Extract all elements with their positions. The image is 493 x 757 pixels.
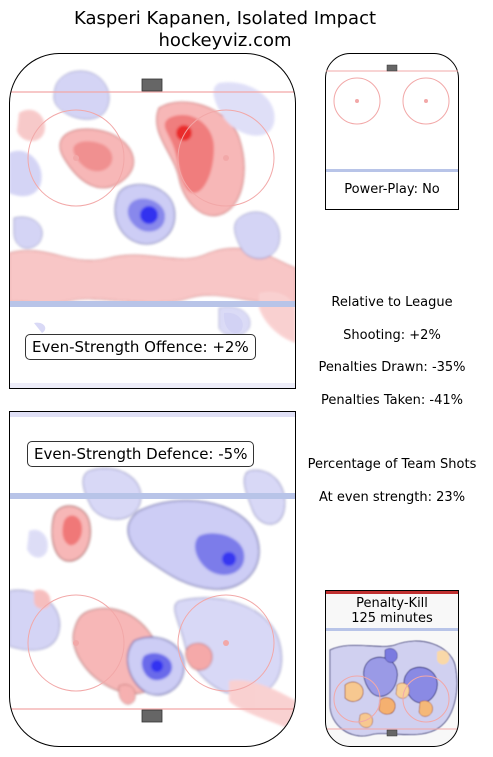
offence-faceoff-circle-left [27, 109, 125, 207]
pk-positive-blob [378, 697, 396, 715]
offence-blue-line [9, 301, 296, 307]
offence-negative-peak [140, 206, 158, 224]
offence-positive-blob [73, 141, 113, 172]
defence-blue-line [9, 493, 296, 499]
defence-positive-blob [62, 515, 83, 546]
penaltykill-line-1: Penalty-Kill [356, 596, 428, 611]
defence-positive-blob [118, 684, 136, 705]
offence-faceoff-circle-right [177, 109, 275, 207]
offence-negative-blob [213, 82, 275, 136]
defence-positive-blob [185, 642, 213, 671]
title-line-2: hockeyviz.com [158, 30, 292, 51]
defence-faceoff-circle-right [177, 594, 275, 692]
defence-label: Even-Strength Defence: -5% [27, 441, 255, 467]
defence-positive-blob [34, 589, 51, 609]
offence-positive-blob [9, 248, 296, 305]
offence-negative-blob [9, 150, 42, 197]
penalties-drawn-stat: Penalties Drawn: -35% [318, 360, 466, 375]
defence-rink [9, 411, 296, 747]
defence-negative-blob [27, 529, 48, 558]
penalties-taken-stat: Penalties Taken: -41% [321, 393, 463, 408]
powerplay-rink [325, 53, 459, 210]
defence-negative-peak [151, 660, 163, 672]
penaltykill-line-2: 125 minutes [351, 611, 433, 626]
team-shots-heading: Percentage of Team Shots [307, 457, 477, 472]
penaltykill-label: Penalty-Kill 125 minutes [326, 596, 458, 626]
offence-positive-blob [17, 109, 45, 142]
defence-positive-blob [229, 680, 296, 731]
penaltykill-rink [325, 590, 459, 747]
powerplay-faceoff-circle-right [402, 77, 450, 125]
defence-negative-peak [222, 552, 236, 566]
pk-faceoff-circle-right [402, 675, 450, 723]
relative-to-league-heading: Relative to League [331, 295, 453, 310]
offence-rink [9, 53, 296, 389]
defence-net [141, 709, 163, 723]
powerplay-faceoff-circle-left [333, 77, 381, 125]
pk-net [386, 729, 398, 737]
penaltykill-blue-line [326, 628, 458, 631]
offence-net [141, 78, 163, 92]
offence-label: Even-Strength Offence: +2% [25, 334, 256, 360]
pk-positive-blob [344, 681, 364, 702]
pk-positive-blob [437, 650, 450, 665]
offence-negative-blob [53, 70, 110, 120]
pk-positive-blob [418, 700, 433, 717]
offence-negative-blob [234, 211, 280, 259]
powerplay-blue-line [326, 169, 458, 172]
pk-faceoff-circle-left [333, 675, 381, 723]
even-strength-share-stat: At even strength: 23% [318, 490, 466, 505]
title-line-1: Kasperi Kapanen, Isolated Impact [73, 8, 377, 29]
offence-negative-blob [13, 216, 43, 249]
shooting-stat: Shooting: +2% [343, 328, 441, 343]
powerplay-label: Power-Play: No [344, 182, 440, 197]
powerplay-net [386, 64, 398, 72]
pk-negative-blob [384, 648, 398, 663]
defence-faceoff-circle-left [27, 594, 125, 692]
